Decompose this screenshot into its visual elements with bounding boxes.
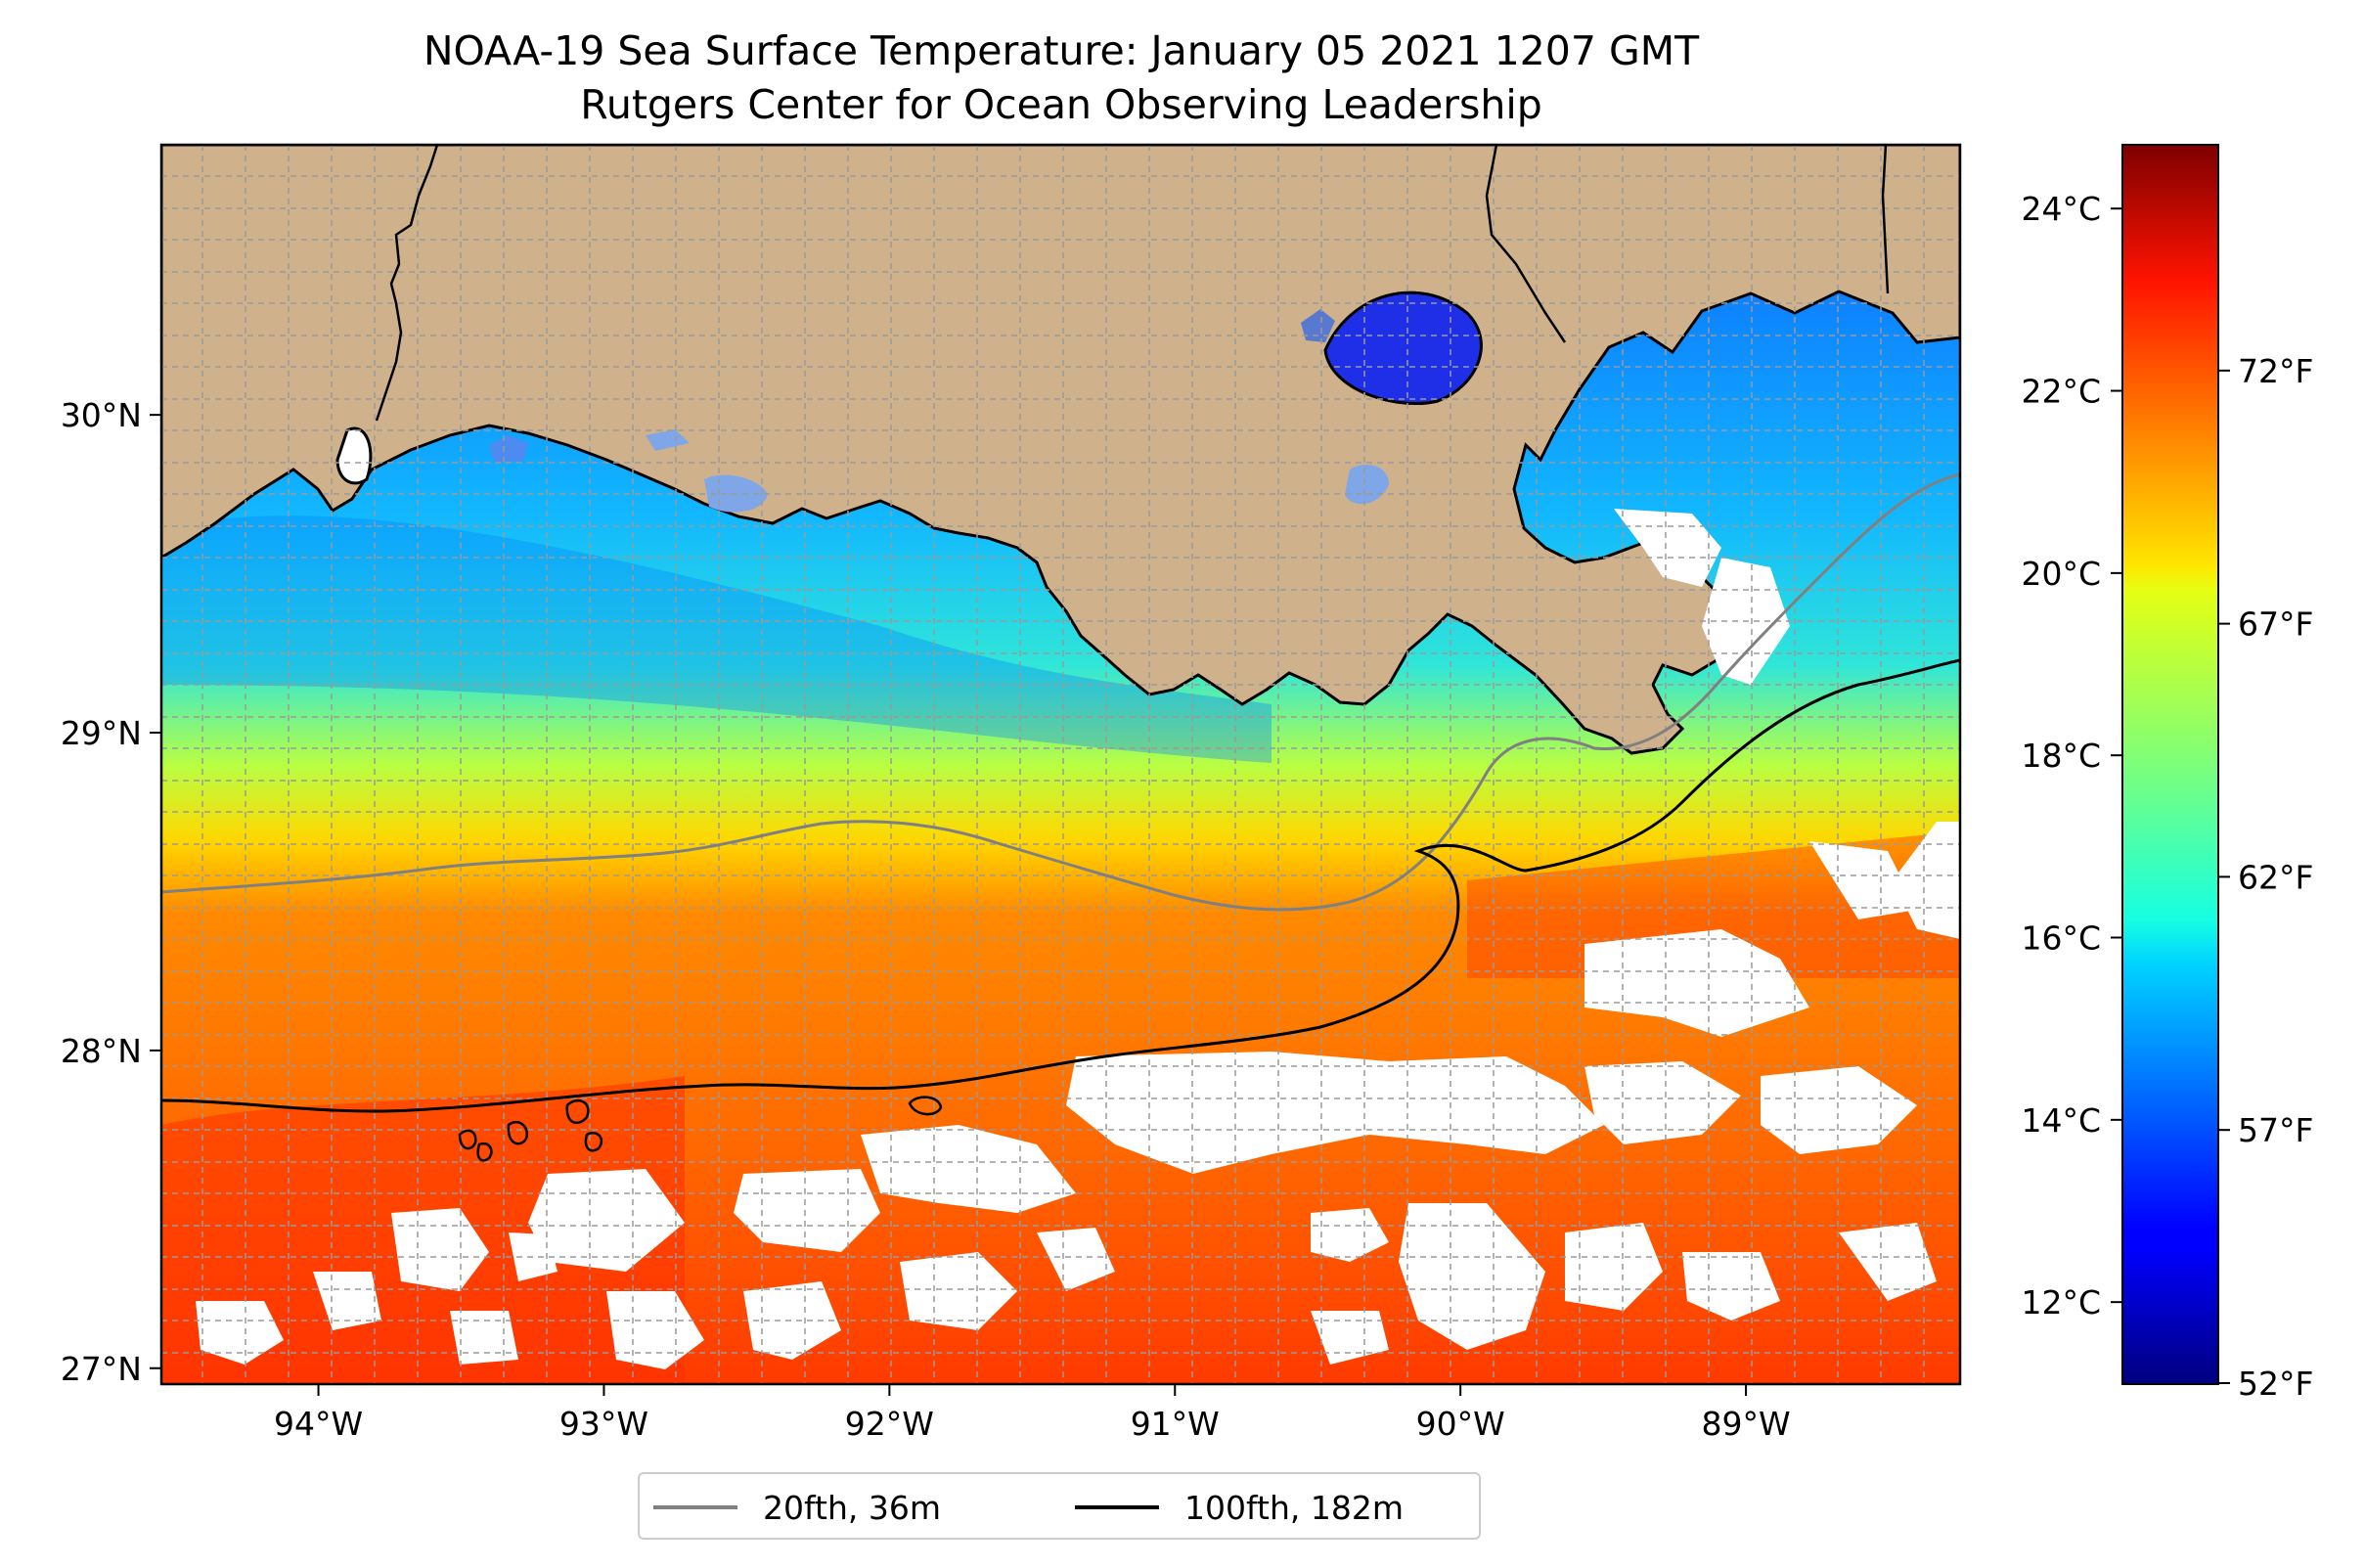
celsius-tick-label: 18°C [2021,737,2101,775]
isobath-20fth-36m [161,472,1960,912]
fahrenheit-tick-label: 57°F [2238,1111,2313,1149]
chart-subtitle: Rutgers Center for Ocean Observing Leade… [580,81,1542,128]
lake [335,426,373,485]
lon-tick-label: 91°W [1131,1405,1220,1443]
lat-tick-label: 30°N [61,396,142,434]
gridlines [161,145,1960,1384]
chart-title: NOAA-19 Sea Surface Temperature: January… [423,27,1700,74]
colorbar [2121,144,2219,1385]
lon-tick-label: 92°W [845,1405,934,1443]
longitude-axis: 94°W 93°W 92°W 91°W 90°W 89°W [274,1384,1791,1443]
colorbar-celsius-axis: 12°C 14°C 16°C 18°C 20°C 22°C 24°C [2021,190,2122,1322]
celsius-tick-label: 24°C [2021,190,2101,228]
legend-entry-100fth: 100fth, 182m [1075,1486,1404,1529]
lat-tick-label: 29°N [61,714,142,752]
legend-entry-20fth: 20fth, 36m [653,1486,941,1529]
lon-tick-label: 94°W [274,1405,363,1443]
state-border [375,145,1890,422]
fahrenheit-tick-label: 52°F [2238,1365,2313,1403]
legend-label: 100fth, 182m [1184,1488,1404,1527]
lat-tick-label: 27°N [61,1350,142,1388]
legend: 20fth, 36m 100fth, 182m [638,1472,1481,1540]
celsius-tick-label: 16°C [2021,919,2101,958]
legend-label: 20fth, 36m [763,1488,941,1527]
lake [489,435,528,463]
latitude-axis: 27°N 28°N 29°N 30°N [61,396,161,1388]
cool-water-patch [161,515,1272,763]
map-frame [159,143,1962,1386]
legend-swatch-black [1075,1505,1159,1509]
fahrenheit-tick-label: 62°F [2238,858,2313,896]
map-area [161,145,1960,1384]
land [161,145,1960,755]
celsius-tick-label: 14°C [2021,1101,2101,1140]
fahrenheit-tick-label: 72°F [2238,352,2313,390]
lat-tick-label: 28°N [61,1032,142,1070]
celsius-tick-label: 20°C [2021,555,2101,593]
fahrenheit-tick-label: 67°F [2238,605,2313,644]
legend-swatch-gray [653,1505,737,1509]
celsius-tick-label: 12°C [2021,1283,2101,1322]
celsius-tick-label: 22°C [2021,373,2101,411]
lon-tick-label: 89°W [1702,1405,1791,1443]
lake [1301,309,1335,342]
cloud-cover-no-data [196,509,1960,1369]
lon-tick-label: 93°W [559,1405,648,1443]
lake [646,429,690,451]
colorbar-fahrenheit-axis: 52°F 57°F 62°F 67°F 72°F [2218,352,2313,1403]
lon-tick-label: 90°W [1416,1405,1505,1443]
small-isobath-rings [458,1096,943,1162]
isobath-100fth-182m [161,658,1960,1113]
